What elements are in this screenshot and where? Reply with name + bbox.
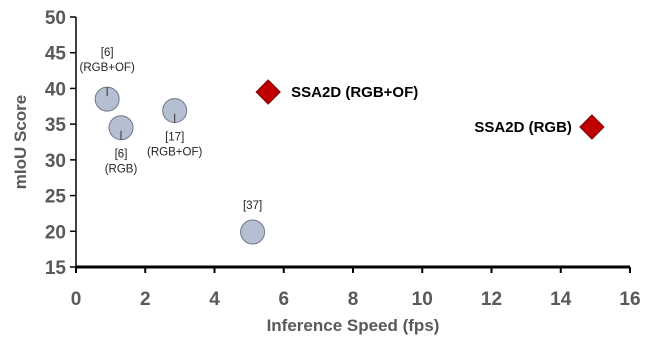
point-label: [37] xyxy=(243,200,262,212)
x-axis-ticks: 0 2 4 6 8 10 12 14 16 xyxy=(71,267,641,310)
y-axis-ticks: 15 20 25 30 35 40 45 50 xyxy=(45,8,76,279)
circle-point xyxy=(240,219,266,245)
y-tick-label: 45 xyxy=(45,44,67,65)
diamond-point xyxy=(255,79,281,105)
diamond-point xyxy=(579,114,605,140)
point-label: (RGB+OF) xyxy=(80,62,135,74)
y-tick-label: 35 xyxy=(45,115,67,136)
y-axis-title: mIoU Score xyxy=(11,95,30,189)
x-tick-label: 12 xyxy=(481,289,502,310)
x-tick-label: 2 xyxy=(140,289,151,310)
point-label: [6] xyxy=(101,47,114,59)
y-tick-label: 20 xyxy=(45,222,66,243)
y-tick-label: 25 xyxy=(45,187,67,208)
x-tick-label: 10 xyxy=(412,289,433,310)
x-tick-label: 0 xyxy=(71,289,82,310)
point-label: SSA2D (RGB+OF) xyxy=(291,84,418,101)
x-tick-label: 8 xyxy=(348,289,359,310)
point-label: SSA2D (RGB) xyxy=(474,119,572,136)
y-tick-label: 30 xyxy=(45,151,66,172)
point-label: (RGB) xyxy=(105,164,138,176)
point-label: [17] xyxy=(165,132,184,144)
point-annotations: [6] (RGB+OF) [6] (RGB) [17] (RGB+OF) [37] SSA2D… xyxy=(80,47,572,212)
circle-point xyxy=(108,115,134,141)
x-tick-label: 6 xyxy=(278,289,289,310)
y-tick-label: 40 xyxy=(45,79,66,100)
x-tick-label: 16 xyxy=(619,289,640,310)
data-points xyxy=(94,79,605,245)
x-tick-label: 4 xyxy=(209,289,220,310)
point-label: (RGB+OF) xyxy=(147,147,202,159)
y-tick-label: 50 xyxy=(45,8,66,29)
x-tick-label: 14 xyxy=(550,289,572,310)
y-tick-label: 15 xyxy=(45,258,67,279)
x-axis-title: Inference Speed (fps) xyxy=(267,316,440,335)
point-label: [6] xyxy=(115,149,128,161)
